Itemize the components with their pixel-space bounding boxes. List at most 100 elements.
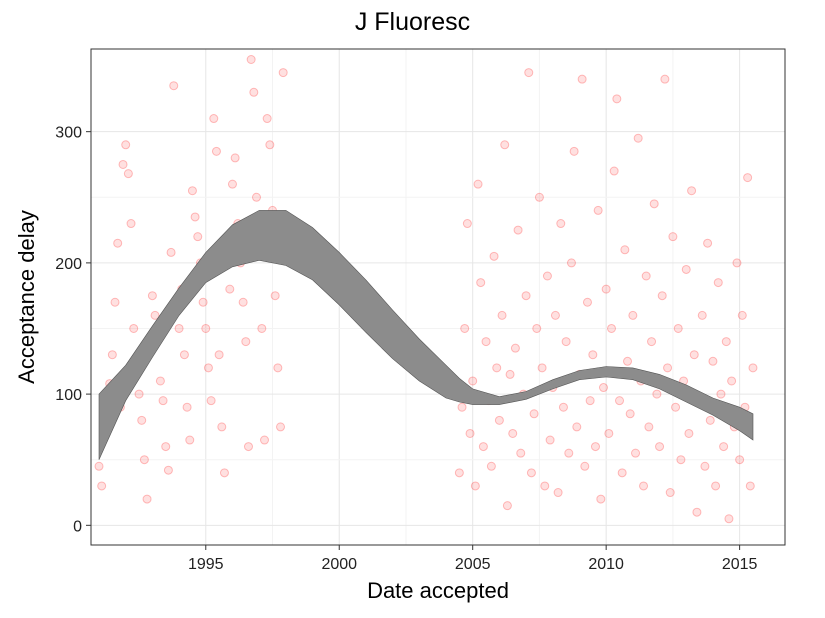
data-point [732,258,742,268]
data-point [609,166,619,176]
x-axis-label: Date accepted [367,578,509,603]
data-point [470,481,480,491]
data-point [721,337,731,347]
y-tick-label: 0 [73,518,82,535]
data-point [665,488,675,498]
data-point [129,323,139,333]
data-point [505,369,515,379]
data-point [118,159,128,169]
points-layer [94,54,758,524]
data-point [246,54,256,64]
data-point [190,212,200,222]
data-point [241,337,251,347]
data-point [110,297,120,307]
data-point [657,291,667,301]
data-point [193,232,203,242]
data-point [569,146,579,156]
data-point [604,428,614,438]
data-point [126,219,136,229]
data-point [748,363,758,373]
data-point [481,337,491,347]
x-tick-label: 2010 [588,556,624,573]
data-point [174,323,184,333]
data-point [631,448,641,458]
data-point [508,428,518,438]
data-point [179,350,189,360]
data-point [745,481,755,491]
data-point [113,238,123,248]
data-point [473,179,483,189]
data-point [689,350,699,360]
data-point [596,494,606,504]
data-point [692,507,702,517]
data-point [217,422,227,432]
data-point [727,376,737,386]
data-point [134,389,144,399]
data-point [203,363,213,373]
y-tick-label: 200 [55,256,82,273]
smooth-band-layer [98,210,754,460]
data-point [147,291,157,301]
data-point [668,232,678,242]
data-point [227,179,237,189]
data-point [123,169,133,179]
data-point [647,337,657,347]
data-point [705,415,715,425]
data-point [225,284,235,294]
data-point [489,251,499,261]
data-point [684,428,694,438]
data-point [454,468,464,478]
data-point [588,350,598,360]
x-tick-label: 2000 [321,556,357,573]
data-point [577,74,587,84]
data-point [201,323,211,333]
data-point [521,291,531,301]
data-point [735,455,745,465]
data-point [214,350,224,360]
data-point [556,219,566,229]
data-point [598,383,608,393]
data-point [737,310,747,320]
data-point [673,323,683,333]
data-point [265,140,275,150]
data-point [276,422,286,432]
data-point [724,514,734,524]
data-point [529,409,539,419]
data-point [719,442,729,452]
data-point [697,310,707,320]
y-tick-label: 300 [55,125,82,142]
data-point [558,402,568,412]
data-point [655,442,665,452]
data-point [607,323,616,333]
data-point [238,297,248,307]
data-point [492,363,502,373]
data-point [516,448,526,458]
data-point [257,323,267,333]
data-point [625,409,635,419]
data-point [623,356,633,366]
data-point [582,297,592,307]
data-point [198,297,208,307]
data-point [457,402,467,412]
data-point [97,481,107,491]
data-point [137,415,147,425]
data-point [620,245,630,255]
data-point [526,468,536,478]
data-point [166,247,176,257]
data-point [553,488,563,498]
data-point [700,461,710,471]
data-point [639,481,649,491]
data-point [230,153,240,163]
x-tick-label: 1995 [188,556,224,573]
data-point [660,74,670,84]
data-point [743,173,753,183]
data-point [612,94,622,104]
data-point [462,219,472,229]
grid-layer [91,49,785,545]
data-point [500,140,510,150]
data-point [566,258,576,268]
data-point [687,186,697,196]
data-point [158,396,168,406]
data-point [260,435,269,445]
data-point [278,68,288,78]
